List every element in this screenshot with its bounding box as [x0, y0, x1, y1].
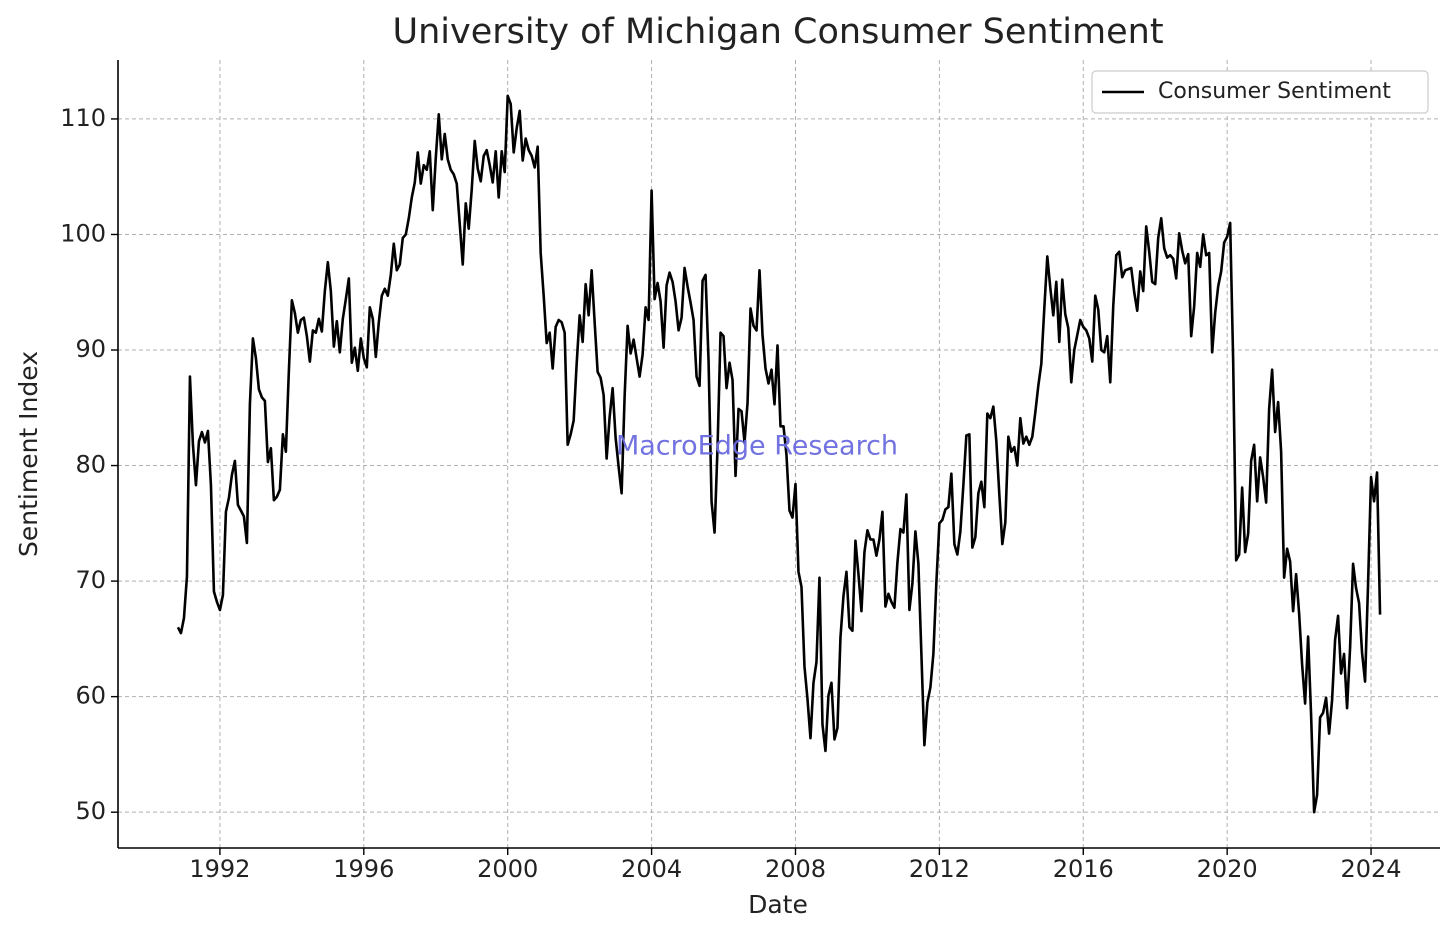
- grid: [118, 60, 1440, 848]
- y-tick-label: 90: [75, 335, 106, 363]
- x-tick-label: 2000: [477, 855, 538, 883]
- legend: Consumer Sentiment: [1091, 70, 1429, 114]
- plot-area: [176, 94, 1382, 814]
- x-tick-label: 2024: [1341, 855, 1402, 883]
- x-tick-label: 1992: [189, 855, 250, 883]
- x-tick-label: 2008: [765, 855, 826, 883]
- y-tick-label: 70: [75, 566, 106, 594]
- x-axis-label: Date: [748, 890, 808, 919]
- legend-box: [1091, 70, 1429, 114]
- x-tick-label: 2004: [621, 855, 682, 883]
- x-tick-label: 2012: [909, 855, 970, 883]
- y-axis-label: Sentiment Index: [14, 351, 43, 557]
- y-tick-label: 100: [60, 219, 106, 247]
- data-line: [176, 94, 1382, 814]
- y-tick-label: 50: [75, 797, 106, 825]
- legend-label: Consumer Sentiment: [1158, 79, 1391, 104]
- x-tick-label: 2016: [1053, 855, 1114, 883]
- x-tick-label: 2020: [1197, 855, 1258, 883]
- watermark: MacroEdge Research: [616, 431, 898, 462]
- x-tick-label: 1996: [333, 855, 394, 883]
- chart-title: University of Michigan Consumer Sentimen…: [392, 12, 1163, 52]
- y-tick-label: 110: [60, 104, 106, 132]
- y-tick-label: 80: [75, 451, 106, 479]
- y-tick-label: 60: [75, 682, 106, 710]
